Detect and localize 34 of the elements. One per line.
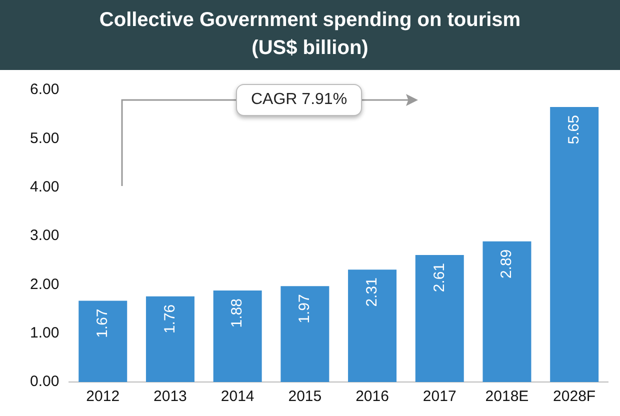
bar	[280, 286, 330, 382]
y-tick-label: 3.00	[30, 227, 60, 244]
y-tick-label: 0.00	[30, 373, 60, 390]
data-label: 5.65	[565, 115, 582, 144]
bar	[415, 254, 464, 382]
chart-subtitle: (US$ billion)	[250, 36, 370, 61]
data-label: 1.67	[94, 308, 112, 338]
y-tick-label: 6.00	[30, 81, 60, 98]
x-tick-label: 2013	[154, 388, 187, 406]
x-tick-label: 2017	[422, 388, 456, 406]
data-label: 2.31	[363, 278, 380, 307]
bar	[146, 296, 194, 382]
x-tick-label: 2016	[356, 388, 389, 406]
bar	[213, 290, 262, 382]
annotation: CAGR 7.91%	[236, 84, 362, 116]
data-label: 2.61	[430, 262, 448, 292]
x-tick-label: 2014	[220, 388, 254, 406]
y-tick-label: 2.00	[30, 276, 60, 293]
chart-title: Collective Government spending on tourism	[98, 8, 522, 33]
bar	[348, 270, 397, 382]
y-tick-label: 1.00	[30, 324, 60, 342]
x-tick-label: 2012	[86, 388, 120, 406]
y-tick-label: 5.00	[30, 130, 60, 147]
bar	[482, 241, 532, 382]
x-tick-label: 2028F	[553, 388, 596, 406]
data-label: 1.76	[161, 304, 178, 334]
data-label: 1.97	[296, 294, 314, 324]
y-tick-label: 4.00	[30, 178, 60, 196]
x-tick-label: 2018E	[485, 388, 529, 406]
data-label: 1.88	[228, 298, 246, 328]
x-tick-label: 2015	[288, 388, 322, 406]
bar	[550, 107, 599, 382]
bar	[78, 300, 128, 382]
data-label: 2.89	[498, 249, 516, 279]
